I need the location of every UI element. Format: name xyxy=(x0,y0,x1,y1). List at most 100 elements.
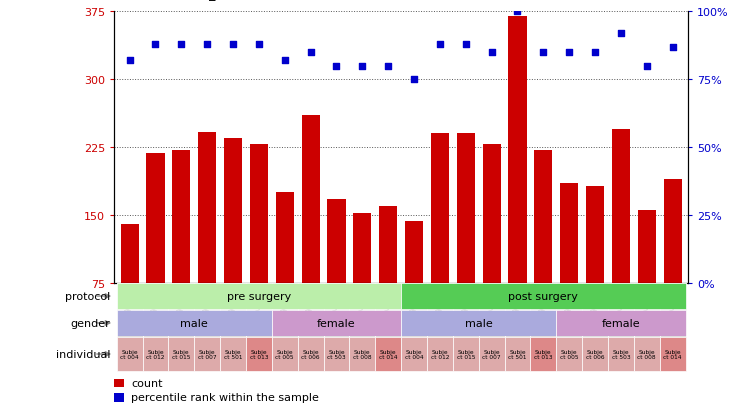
Bar xyxy=(146,154,165,351)
Point xyxy=(615,31,627,37)
Bar xyxy=(350,337,375,371)
Bar xyxy=(297,337,324,371)
Text: count: count xyxy=(131,378,163,388)
Text: Subje
ct 015: Subje ct 015 xyxy=(456,349,475,359)
Text: Subje
ct 014: Subje ct 014 xyxy=(379,349,397,359)
Bar xyxy=(220,283,246,339)
Text: percentile rank within the sample: percentile rank within the sample xyxy=(131,392,319,403)
Text: gender: gender xyxy=(71,318,110,328)
Text: Subje
ct 012: Subje ct 012 xyxy=(146,349,165,359)
Point xyxy=(641,63,653,70)
Bar xyxy=(556,337,582,371)
Bar xyxy=(172,150,191,351)
Bar xyxy=(556,283,582,339)
Text: male: male xyxy=(180,318,208,328)
Bar xyxy=(114,379,124,387)
Text: GSM494337: GSM494337 xyxy=(255,287,263,334)
Text: GSM494323: GSM494323 xyxy=(306,287,315,334)
Text: Subje
ct 005: Subje ct 005 xyxy=(560,349,578,359)
Text: GSM494330: GSM494330 xyxy=(487,287,496,334)
Point xyxy=(356,63,368,70)
Text: Subje
ct 008: Subje ct 008 xyxy=(637,349,656,359)
Bar xyxy=(531,283,556,339)
Text: GSM494334: GSM494334 xyxy=(617,287,626,334)
Bar xyxy=(375,283,401,339)
Text: GSM494339: GSM494339 xyxy=(383,287,393,334)
Text: Subje
ct 503: Subje ct 503 xyxy=(612,349,630,359)
Text: GSM494333: GSM494333 xyxy=(332,287,341,334)
Bar xyxy=(659,283,685,339)
Bar xyxy=(401,337,427,371)
Bar xyxy=(117,283,143,339)
Bar xyxy=(659,337,685,371)
Text: protocol: protocol xyxy=(66,291,110,301)
Point xyxy=(175,42,187,48)
Bar xyxy=(169,283,194,339)
Bar xyxy=(505,283,531,339)
Bar xyxy=(608,337,634,371)
Bar xyxy=(664,179,682,351)
Bar xyxy=(582,283,608,339)
Text: GSM494326: GSM494326 xyxy=(436,287,445,334)
Bar xyxy=(276,193,294,351)
Bar xyxy=(379,206,397,351)
Bar xyxy=(453,283,478,339)
Bar xyxy=(194,337,220,371)
Point xyxy=(253,42,265,48)
Text: Subje
ct 004: Subje ct 004 xyxy=(120,349,139,359)
Point xyxy=(486,50,498,56)
Bar xyxy=(453,337,478,371)
Bar xyxy=(427,337,453,371)
Bar xyxy=(608,283,634,339)
Text: GSM494338: GSM494338 xyxy=(539,287,548,334)
Text: Subje
ct 006: Subje ct 006 xyxy=(586,349,604,359)
Bar xyxy=(117,337,143,371)
Bar xyxy=(350,283,375,339)
Bar xyxy=(250,145,268,351)
Text: GSM494320: GSM494320 xyxy=(409,287,419,334)
Point xyxy=(124,58,135,64)
Point xyxy=(537,50,549,56)
Bar xyxy=(169,337,194,371)
Bar xyxy=(401,283,427,339)
Text: female: female xyxy=(601,318,640,328)
Text: GSM494340: GSM494340 xyxy=(668,287,677,334)
Text: Subje
ct 501: Subje ct 501 xyxy=(224,349,242,359)
Text: GSM494335: GSM494335 xyxy=(358,287,367,334)
Point xyxy=(201,42,213,48)
Bar xyxy=(272,283,297,339)
Bar xyxy=(224,139,242,351)
Text: male: male xyxy=(465,318,492,328)
Bar xyxy=(560,184,578,351)
Point xyxy=(149,42,161,48)
Bar xyxy=(297,283,324,339)
Text: Subje
ct 013: Subje ct 013 xyxy=(534,349,553,359)
Bar xyxy=(401,283,685,309)
Text: Subje
ct 503: Subje ct 503 xyxy=(328,349,346,359)
Bar xyxy=(272,310,401,336)
Text: GSM494329: GSM494329 xyxy=(202,287,212,334)
Bar xyxy=(634,337,659,371)
Bar xyxy=(556,310,685,336)
Point xyxy=(563,50,575,56)
Point xyxy=(667,44,679,51)
Bar xyxy=(637,211,656,351)
Bar xyxy=(401,310,556,336)
Bar xyxy=(509,17,526,351)
Bar xyxy=(117,283,401,309)
Bar xyxy=(531,337,556,371)
Bar xyxy=(634,283,659,339)
Bar xyxy=(117,310,272,336)
Text: individual: individual xyxy=(56,349,110,359)
Text: GSM494322: GSM494322 xyxy=(565,287,573,334)
Bar xyxy=(478,283,505,339)
Point xyxy=(408,77,420,83)
Bar xyxy=(431,134,449,351)
Bar xyxy=(121,224,138,351)
Bar xyxy=(220,337,246,371)
Bar xyxy=(114,393,124,402)
Point xyxy=(460,42,472,48)
Bar xyxy=(483,145,500,351)
Point xyxy=(279,58,291,64)
Bar xyxy=(405,222,423,351)
